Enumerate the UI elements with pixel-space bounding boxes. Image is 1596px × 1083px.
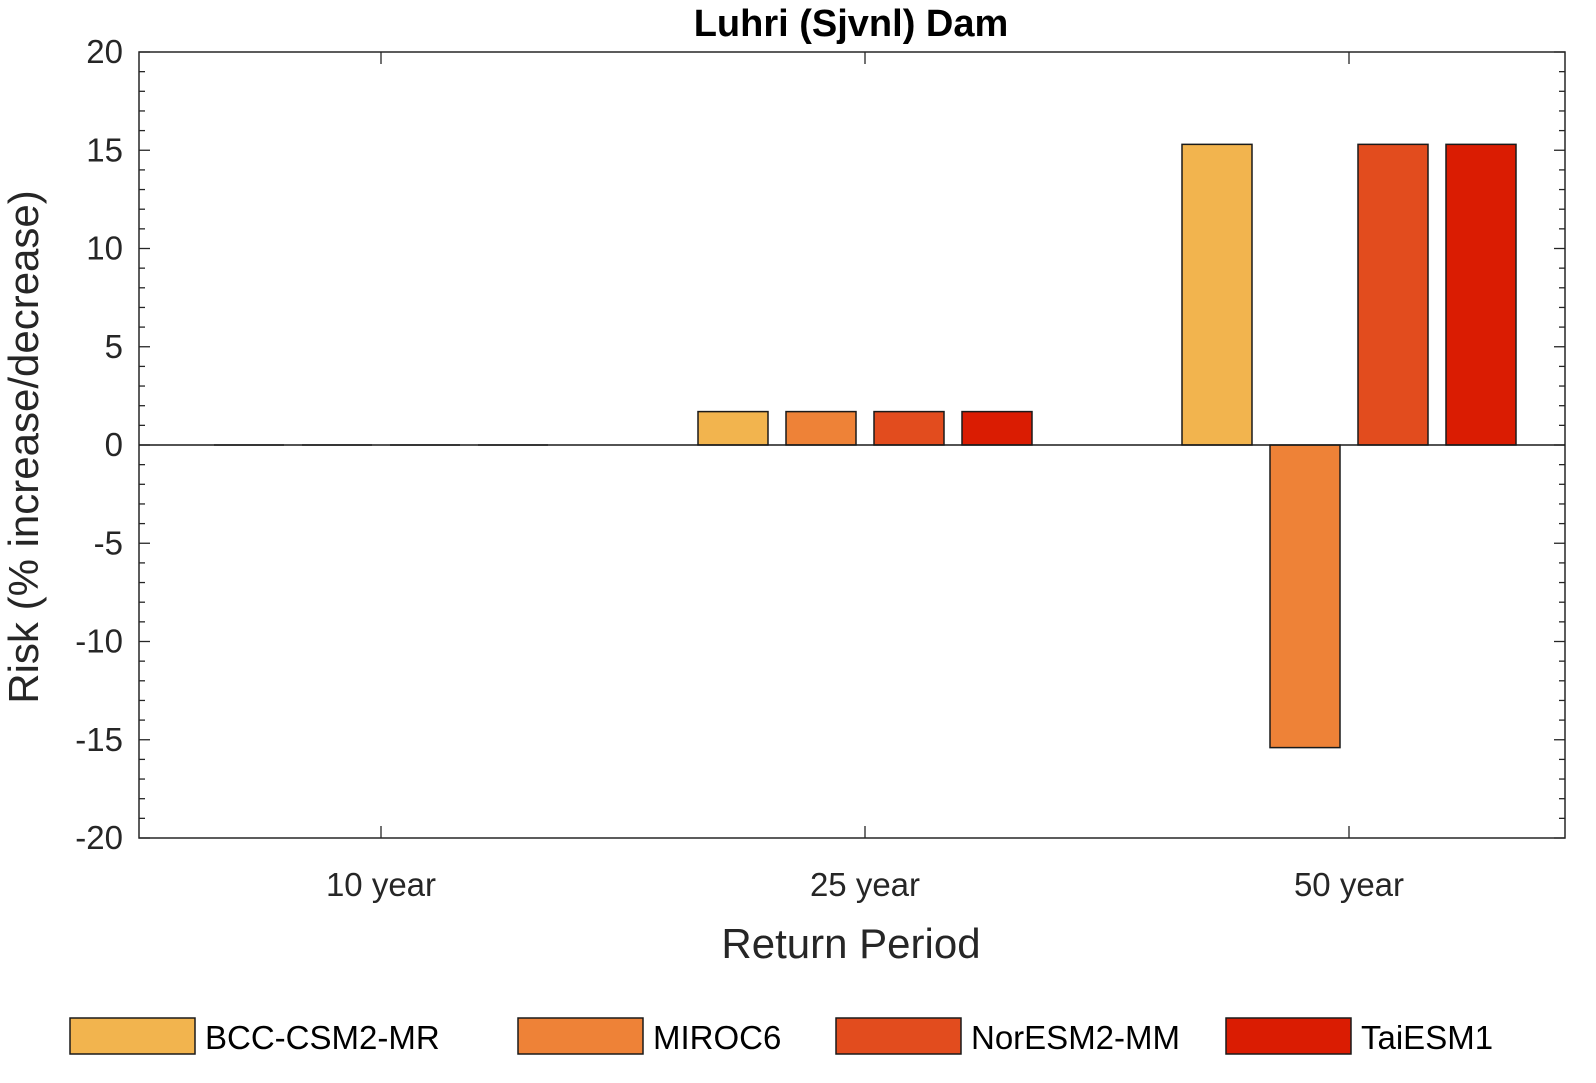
bar <box>1269 444 1341 749</box>
x-tick-label: 10 year <box>326 866 436 903</box>
bar <box>697 410 769 446</box>
y-tick-label: -10 <box>75 623 123 660</box>
x-tick-label: 50 year <box>1294 866 1404 903</box>
bar <box>1357 143 1429 446</box>
y-tick-label: 5 <box>105 328 123 365</box>
y-tick-label: -5 <box>94 524 123 561</box>
bar <box>1181 143 1253 446</box>
legend-swatch <box>69 1017 196 1055</box>
y-axis-label: Risk (% increase/decrease) <box>0 190 47 704</box>
legend-label: TaiESM1 <box>1361 1019 1493 1056</box>
y-tick-label: -20 <box>75 819 123 856</box>
y-tick-label: 20 <box>86 33 123 70</box>
legend-label: BCC-CSM2-MR <box>205 1019 440 1056</box>
bar <box>1445 143 1517 446</box>
bar <box>785 410 857 446</box>
axes-layer: 20 15 10 5 0 -5 -10 -15 -20 10 year 25 year 50 year <box>75 33 1566 903</box>
y-tick-label: -15 <box>75 721 123 758</box>
chart-title: Luhri (Sjvnl) Dam <box>694 3 1009 45</box>
legend-label: NorESM2-MM <box>971 1019 1180 1056</box>
legend-swatch <box>1225 1017 1352 1055</box>
legend: BCC-CSM2-MR MIROC6 NorESM2-MM TaiESM1 <box>69 1017 1493 1056</box>
x-tick-label: 25 year <box>810 866 920 903</box>
bar <box>873 410 945 446</box>
y-tick-label: 0 <box>105 426 123 463</box>
y-tick-label: 15 <box>86 131 123 168</box>
bars-layer <box>214 143 1517 749</box>
legend-label: MIROC6 <box>653 1019 781 1056</box>
legend-swatch <box>835 1017 962 1055</box>
legend-swatch <box>517 1017 644 1055</box>
y-tick-label: 10 <box>86 230 123 267</box>
bar <box>961 410 1033 446</box>
x-axis-label: Return Period <box>721 920 980 967</box>
